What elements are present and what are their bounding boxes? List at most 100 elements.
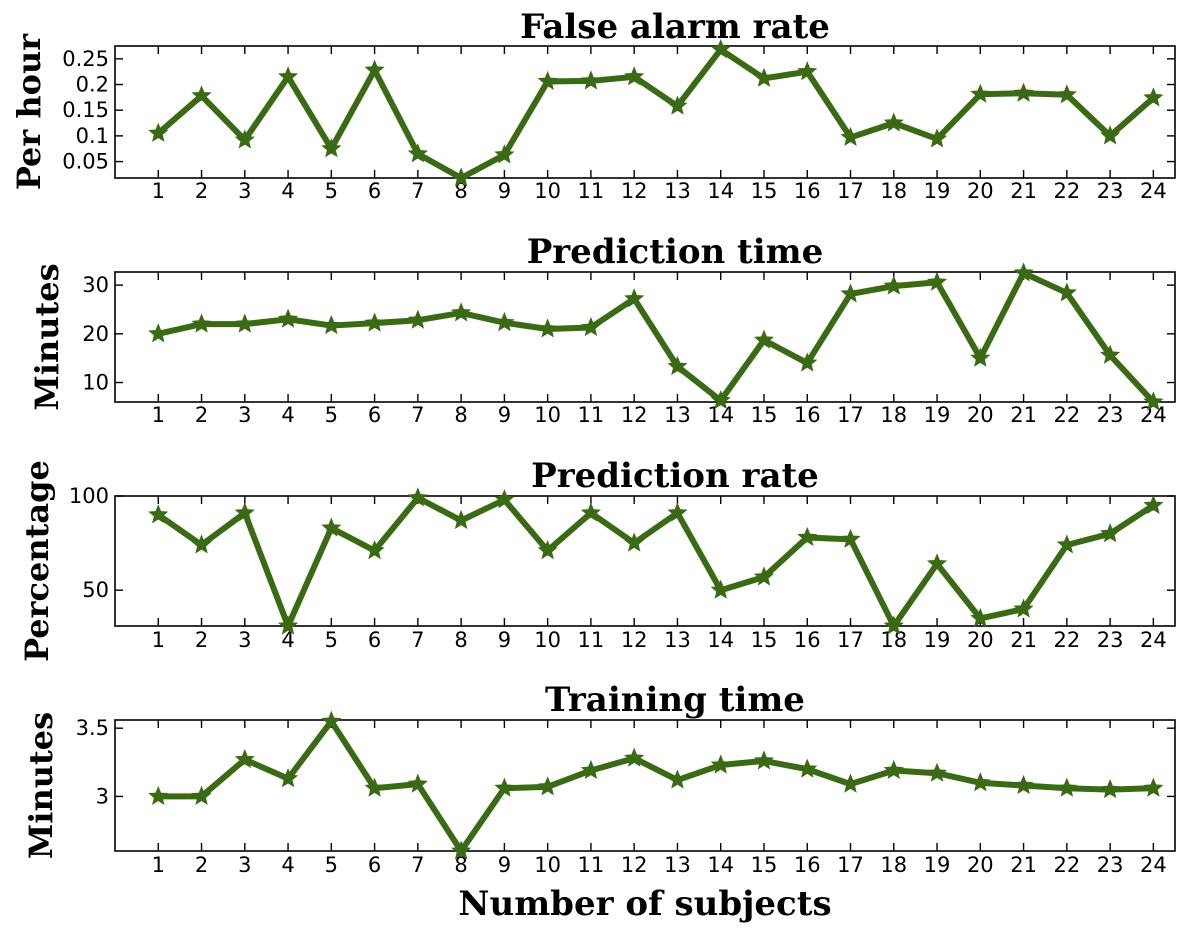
chart-3-x-tick-label: 9 [498, 853, 511, 877]
chart-2-y-tick-label: 50 [82, 578, 109, 602]
chart-3-x-tick-label: 13 [664, 853, 691, 877]
chart-3-x-tick-label: 11 [578, 853, 605, 877]
chart-0-x-tick-label: 9 [498, 179, 511, 203]
chart-2-x-tick-label: 3 [238, 628, 251, 652]
chart-1-x-tick-label: 7 [411, 403, 424, 427]
chart-3-point-19 [926, 762, 948, 782]
chart-1-x-tick-label: 5 [325, 403, 338, 427]
chart-1-point-18 [883, 275, 904, 295]
chart-0-point-19 [926, 128, 948, 148]
chart-3-point-20 [970, 772, 991, 792]
chart-0-point-4 [277, 66, 299, 86]
chart-2-x-tick-label: 7 [411, 628, 424, 652]
chart-0-point-16 [797, 61, 818, 81]
chart-1-x-tick-label: 15 [751, 403, 778, 427]
chart-1-x-tick-label: 11 [578, 403, 605, 427]
chart-1-point-1 [148, 323, 169, 343]
chart-3-x-tick-label: 24 [1140, 853, 1167, 877]
chart-0-point-11 [580, 70, 601, 90]
chart-3-point-11 [580, 759, 601, 780]
chart-1-title: Prediction time [527, 232, 824, 272]
chart-3-x-tick-label: 2 [195, 853, 208, 877]
chart-1-x-tick-label: 1 [152, 403, 165, 427]
chart-3-plot-frame [114, 719, 1176, 852]
chart-2-point-22 [1056, 534, 1077, 554]
chart-3-x-tick-label: 10 [534, 853, 561, 877]
chart-1-x-tick-label: 19 [924, 403, 951, 427]
chart-0-point-18 [883, 112, 904, 132]
chart-3-x-tick-label: 19 [924, 853, 951, 877]
chart-1-y-tick-label: 20 [82, 322, 109, 346]
chart-0-x-tick-label: 19 [924, 179, 951, 203]
chart-1-x-tick-label: 18 [880, 403, 907, 427]
chart-1-point-23 [1100, 344, 1121, 364]
chart-0-x-tick-label: 21 [1010, 179, 1037, 203]
chart-2-point-11 [580, 502, 601, 522]
chart-1-point-8 [451, 302, 472, 322]
chart-1-x-tick-label: 4 [281, 403, 294, 427]
chart-3-point-24 [1143, 777, 1164, 797]
chart-2-point-5 [321, 517, 342, 537]
chart-2-y-axis-label: Percentage [18, 460, 56, 662]
chart-3-x-tick-label: 3 [238, 853, 251, 877]
chart-3-x-tick-label: 6 [368, 853, 381, 877]
chart-3-point-2 [191, 785, 212, 805]
chart-1-point-12 [624, 288, 645, 308]
chart-0-point-8 [451, 167, 472, 187]
chart-1-point-5 [321, 314, 342, 335]
chart-0-title: False alarm rate [520, 7, 830, 47]
chart-0-x-tick-label: 18 [880, 179, 907, 203]
chart-0-point-23 [1100, 125, 1121, 145]
chart-3-x-tick-label: 14 [707, 853, 734, 877]
chart-2-point-8 [451, 509, 472, 530]
chart-0-point-22 [1056, 84, 1077, 104]
chart-3-x-tick-label: 4 [281, 853, 294, 877]
chart-3-x-tick-label: 12 [621, 853, 648, 877]
chart-2-x-tick-label: 2 [195, 628, 208, 652]
chart-0-point-15 [753, 67, 775, 87]
chart-1-x-tick-label: 24 [1140, 403, 1167, 427]
chart-1-y-tick-label: 10 [82, 371, 109, 395]
chart-1-point-16 [797, 352, 818, 372]
chart-3-point-18 [883, 759, 904, 780]
chart-2-point-23 [1100, 523, 1121, 543]
chart-1-point-2 [191, 313, 212, 333]
chart-1-point-14 [710, 389, 731, 410]
chart-2-point-6 [364, 540, 385, 560]
chart-0-x-tick-label: 16 [794, 179, 821, 203]
chart-1-x-tick-label: 8 [454, 403, 467, 427]
chart-3-point-10 [537, 776, 558, 796]
chart-3-x-tick-label: 1 [152, 853, 165, 877]
chart-2-x-tick-label: 21 [1010, 628, 1037, 652]
chart-1-x-tick-label: 9 [498, 403, 511, 427]
chart-3-point-4 [277, 768, 299, 788]
chart-1-y-axis-label: Minutes [28, 263, 66, 410]
chart-1-x-tick-label: 22 [1053, 403, 1080, 427]
chart-2-x-tick-label: 14 [707, 628, 734, 652]
chart-0-y-tick-label: 0.25 [62, 47, 109, 71]
chart-3-x-tick-label: 5 [325, 853, 338, 877]
chart-0-x-tick-label: 5 [325, 179, 338, 203]
chart-3-point-5 [321, 710, 342, 730]
chart-0-x-tick-label: 23 [1097, 179, 1124, 203]
chart-0-point-6 [364, 59, 385, 79]
chart-2-point-9 [494, 489, 515, 509]
chart-0-x-tick-label: 22 [1053, 179, 1080, 203]
chart-3-series-line [155, 718, 1157, 854]
chart-0-x-tick-label: 20 [967, 179, 994, 203]
chart-3-point-22 [1056, 777, 1077, 797]
chart-2-x-tick-label: 23 [1097, 628, 1124, 652]
chart-0-x-tick-label: 11 [578, 179, 605, 203]
chart-0-x-tick-label: 10 [534, 179, 561, 203]
chart-0-point-24 [1143, 87, 1164, 107]
chart-2-x-tick-label: 22 [1053, 628, 1080, 652]
chart-0-point-17 [840, 126, 861, 146]
chart-2-x-tick-label: 8 [454, 628, 467, 652]
chart-0-x-tick-label: 1 [152, 179, 165, 203]
chart-2-plot-frame [114, 495, 1176, 627]
chart-3-point-14 [710, 754, 731, 774]
chart-2-x-tick-label: 24 [1140, 628, 1167, 652]
chart-3-point-16 [797, 758, 818, 778]
